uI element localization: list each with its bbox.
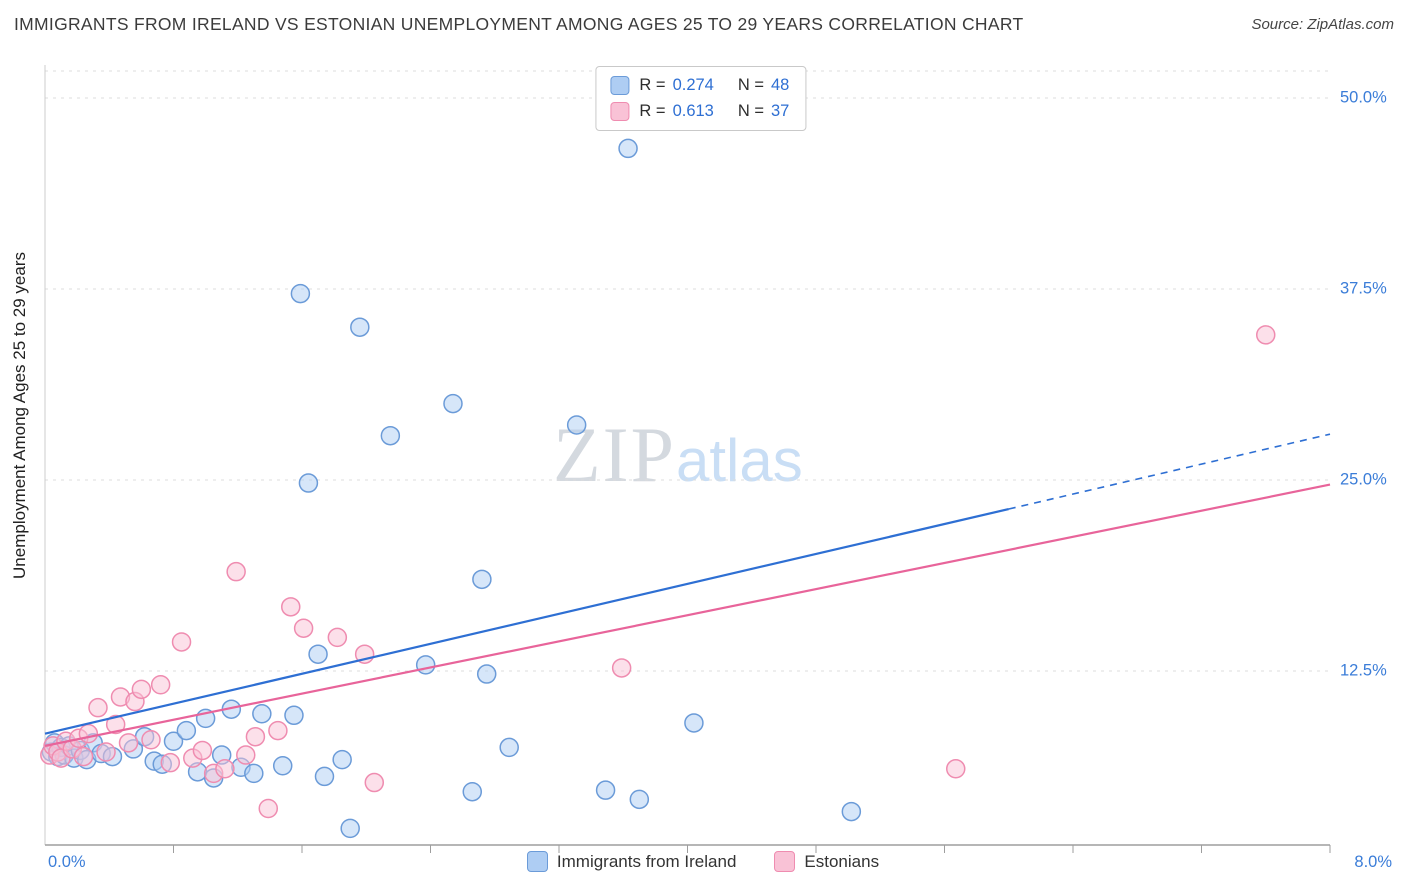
scatter-point-ireland	[566, 415, 587, 435]
n-label: N =	[737, 102, 764, 120]
scatter-point-ireland	[476, 664, 497, 684]
scatter-point-ireland	[499, 737, 519, 758]
scatter-point-estonians	[258, 798, 279, 819]
scatter-point-estonians	[118, 733, 139, 753]
trend-line-estonians	[44, 483, 1331, 747]
scatter-point-estonians	[1256, 325, 1276, 345]
scatter-point-ireland	[332, 749, 352, 770]
scatter-point-ireland	[163, 731, 184, 752]
legend-row-ireland: R = 0.274 N = 48	[610, 76, 789, 95]
scatter-point-ireland	[340, 818, 360, 839]
y-tick-25: 25.0%	[1340, 470, 1387, 489]
y-tick-37-5: 37.5%	[1340, 279, 1387, 298]
bottom-legend: Immigrants from Ireland Estonians	[0, 851, 1406, 872]
scatter-point-estonians	[88, 697, 108, 718]
scatter-point-ireland	[443, 393, 463, 414]
watermark: ZIPatlas	[553, 410, 803, 500]
scatter-point-ireland	[841, 801, 862, 822]
scatter-point-ireland	[595, 780, 616, 800]
scatter-point-ireland	[252, 704, 272, 724]
scatter-point-estonians	[268, 720, 288, 741]
scatter-point-estonians	[192, 740, 213, 761]
estonians-legend-swatch	[774, 851, 796, 872]
scatter-point-ireland	[462, 781, 483, 802]
scatter-point-ireland	[629, 789, 650, 810]
scatter-point-ireland	[290, 283, 311, 304]
scatter-point-estonians	[150, 675, 171, 695]
scatter-point-ireland	[380, 425, 401, 446]
scatter-point-ireland	[308, 644, 328, 664]
scatter-point-ireland	[472, 569, 492, 590]
scatter-point-ireland	[618, 138, 638, 159]
scatter-point-estonians	[236, 745, 256, 765]
x-axis-min-label: 0.0%	[48, 853, 86, 871]
scatter-point-ireland	[272, 755, 293, 776]
scatter-point-estonians	[293, 618, 314, 638]
scatter-point-ireland	[350, 317, 370, 337]
estonians-swatch	[610, 102, 630, 121]
y-tick-50: 50.0%	[1340, 88, 1387, 107]
scatter-point-estonians	[78, 723, 99, 744]
r-value: 0.613	[672, 102, 714, 120]
estonians-legend-label: Estonians	[804, 851, 880, 871]
n-value: 48	[771, 76, 790, 94]
watermark-atlas: atlas	[676, 427, 803, 494]
r-label: R =	[639, 102, 666, 120]
scatter-point-estonians	[160, 752, 181, 773]
ireland-legend-label: Immigrants from Ireland	[556, 851, 737, 871]
n-label: N =	[737, 76, 764, 94]
scatter-point-estonians	[226, 561, 246, 582]
scatter-point-ireland	[684, 713, 704, 733]
trend-line-dashed-immigrants-from-ireland	[1008, 433, 1331, 510]
r-label: R =	[639, 76, 666, 94]
scatter-point-estonians	[215, 759, 235, 779]
ireland-swatch	[610, 76, 630, 95]
y-axis-title: Unemployment Among Ages 25 to 29 years	[10, 252, 29, 579]
legend-item-ireland: Immigrants from Ireland	[526, 851, 737, 872]
scatter-point-estonians	[105, 714, 126, 735]
scatter-point-estonians	[171, 632, 192, 652]
scatter-point-estonians	[73, 746, 94, 767]
scatter-point-estonians	[141, 730, 161, 750]
scatter-point-ireland	[244, 763, 264, 784]
scatter-point-ireland	[415, 655, 436, 675]
scatter-point-estonians	[611, 658, 632, 678]
scatter-point-estonians	[96, 742, 116, 762]
x-axis-max-label: 8.0%	[1354, 853, 1392, 871]
correlation-legend-box: R = 0.274 N = 48 R = 0.613 N = 37	[595, 66, 807, 131]
scatter-point-estonians	[131, 679, 152, 700]
scatter-point-ireland	[314, 766, 335, 787]
n-value: 37	[771, 102, 790, 120]
page-title: IMMIGRANTS FROM IRELAND VS ESTONIAN UNEM…	[14, 14, 1024, 34]
trend-line-immigrants-from-ireland	[44, 507, 1009, 735]
scatter-point-estonians	[245, 726, 266, 747]
legend-item-estonians: Estonians	[774, 851, 879, 872]
r-value: 0.274	[672, 76, 714, 94]
scatter-point-estonians	[364, 772, 385, 793]
y-tick-12-5: 12.5%	[1340, 661, 1387, 680]
scatter-point-estonians	[327, 627, 348, 648]
scatter-point-ireland	[298, 473, 319, 493]
source-link[interactable]: Source: ZipAtlas.com	[1251, 16, 1394, 33]
legend-row-estonians: R = 0.613 N = 37	[610, 102, 789, 121]
scatter-point-ireland	[284, 705, 304, 726]
scatter-point-estonians	[945, 759, 966, 779]
scatter-point-ireland	[176, 720, 197, 741]
ireland-legend-swatch	[526, 851, 548, 872]
scatter-point-estonians	[281, 597, 301, 617]
